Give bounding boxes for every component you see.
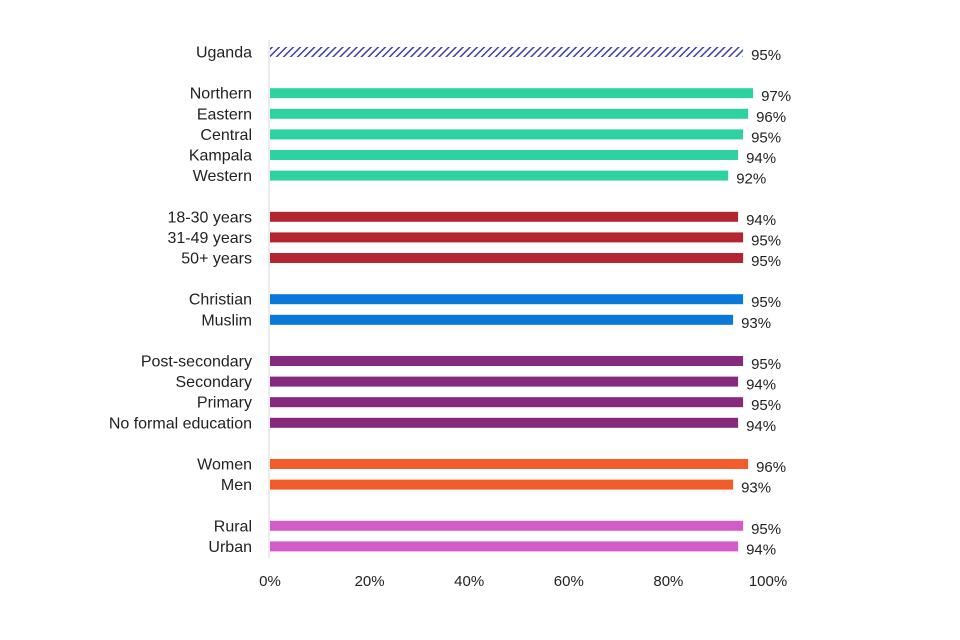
value-label: 94% — [746, 212, 776, 229]
category-label: Uganda — [196, 45, 252, 62]
value-label: 94% — [746, 541, 776, 558]
bar-education-2 — [270, 397, 744, 408]
bar-region-2 — [270, 129, 744, 140]
value-label: 96% — [756, 459, 786, 476]
bar-overall-0 — [270, 47, 744, 57]
bar-region-0 — [270, 88, 754, 99]
value-label: 95% — [751, 129, 781, 146]
x-tick-label: 60% — [554, 573, 584, 590]
x-tick-label: 40% — [454, 573, 484, 590]
x-tick-label: 20% — [355, 573, 385, 590]
bar-region-4 — [270, 170, 729, 181]
value-label: 95% — [751, 253, 781, 270]
bar-gender-0 — [270, 459, 749, 469]
bar-region-3 — [270, 150, 739, 160]
category-label: 31-49 years — [168, 230, 253, 247]
bar-age-1 — [270, 232, 744, 243]
category-label: Primary — [197, 395, 252, 412]
category-label: Post-secondary — [141, 354, 252, 371]
category-label: Northern — [190, 86, 252, 103]
category-label: Western — [193, 168, 252, 185]
bar-location-1 — [270, 541, 739, 552]
category-label: Women — [197, 457, 252, 474]
value-label: 95% — [751, 294, 781, 311]
x-tick-label: 80% — [653, 573, 683, 590]
value-label: 94% — [746, 418, 776, 435]
value-label: 95% — [751, 397, 781, 414]
category-label: Kampala — [189, 148, 252, 165]
bar-religion-0 — [270, 294, 744, 305]
bar-age-2 — [270, 253, 744, 263]
value-label: 93% — [741, 315, 771, 332]
category-label: Christian — [189, 292, 252, 309]
category-label: 50+ years — [181, 251, 252, 268]
value-label: 93% — [741, 480, 771, 497]
bar-education-3 — [270, 417, 739, 428]
category-label: Secondary — [176, 374, 253, 391]
category-label: Urban — [208, 539, 252, 556]
category-label: Eastern — [197, 106, 252, 123]
value-label: 95% — [751, 521, 781, 538]
bar-gender-1 — [270, 479, 734, 490]
category-label: No formal education — [109, 415, 252, 432]
bar-education-0 — [270, 356, 744, 366]
x-tick-label: 100% — [749, 573, 787, 590]
category-label: Rural — [214, 518, 252, 535]
value-label: 95% — [751, 232, 781, 249]
bar-location-0 — [270, 520, 744, 531]
bar-religion-1 — [270, 314, 734, 325]
value-label: 95% — [751, 356, 781, 373]
x-tick-label: 0% — [259, 573, 281, 590]
category-label: Muslim — [201, 312, 252, 329]
category-label: 18-30 years — [168, 209, 253, 226]
value-label: 96% — [756, 109, 786, 126]
value-label: 94% — [746, 150, 776, 167]
value-label: 92% — [736, 171, 766, 188]
value-label: 94% — [746, 377, 776, 394]
bar-education-1 — [270, 376, 739, 387]
bar-region-1 — [270, 108, 749, 119]
value-label: 95% — [751, 47, 781, 64]
category-label: Central — [200, 127, 252, 144]
bar-age-0 — [270, 211, 739, 222]
value-label: 97% — [761, 88, 791, 105]
category-label: Men — [221, 477, 252, 494]
